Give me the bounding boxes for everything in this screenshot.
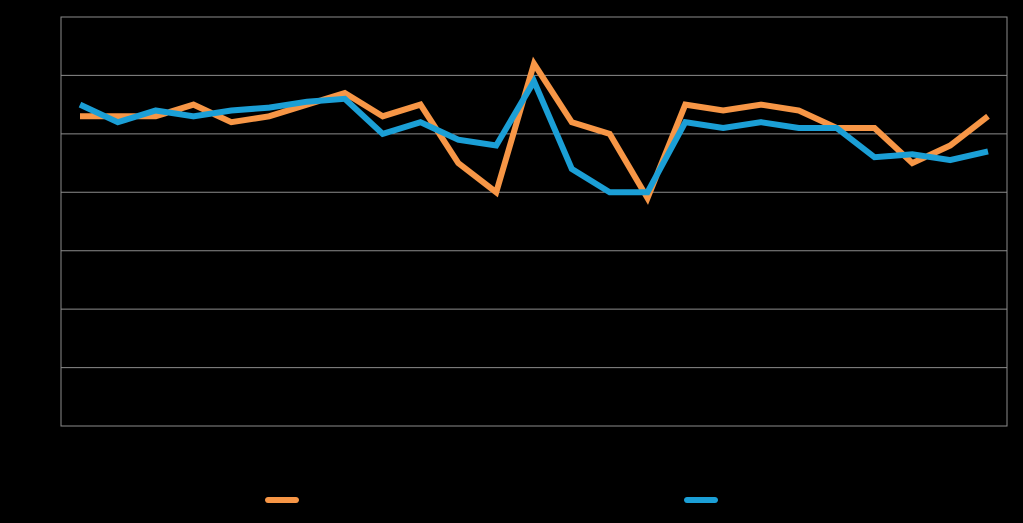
series-line-2	[78, 74, 989, 196]
plot-area-border	[60, 16, 1008, 427]
series-layer	[78, 56, 990, 205]
